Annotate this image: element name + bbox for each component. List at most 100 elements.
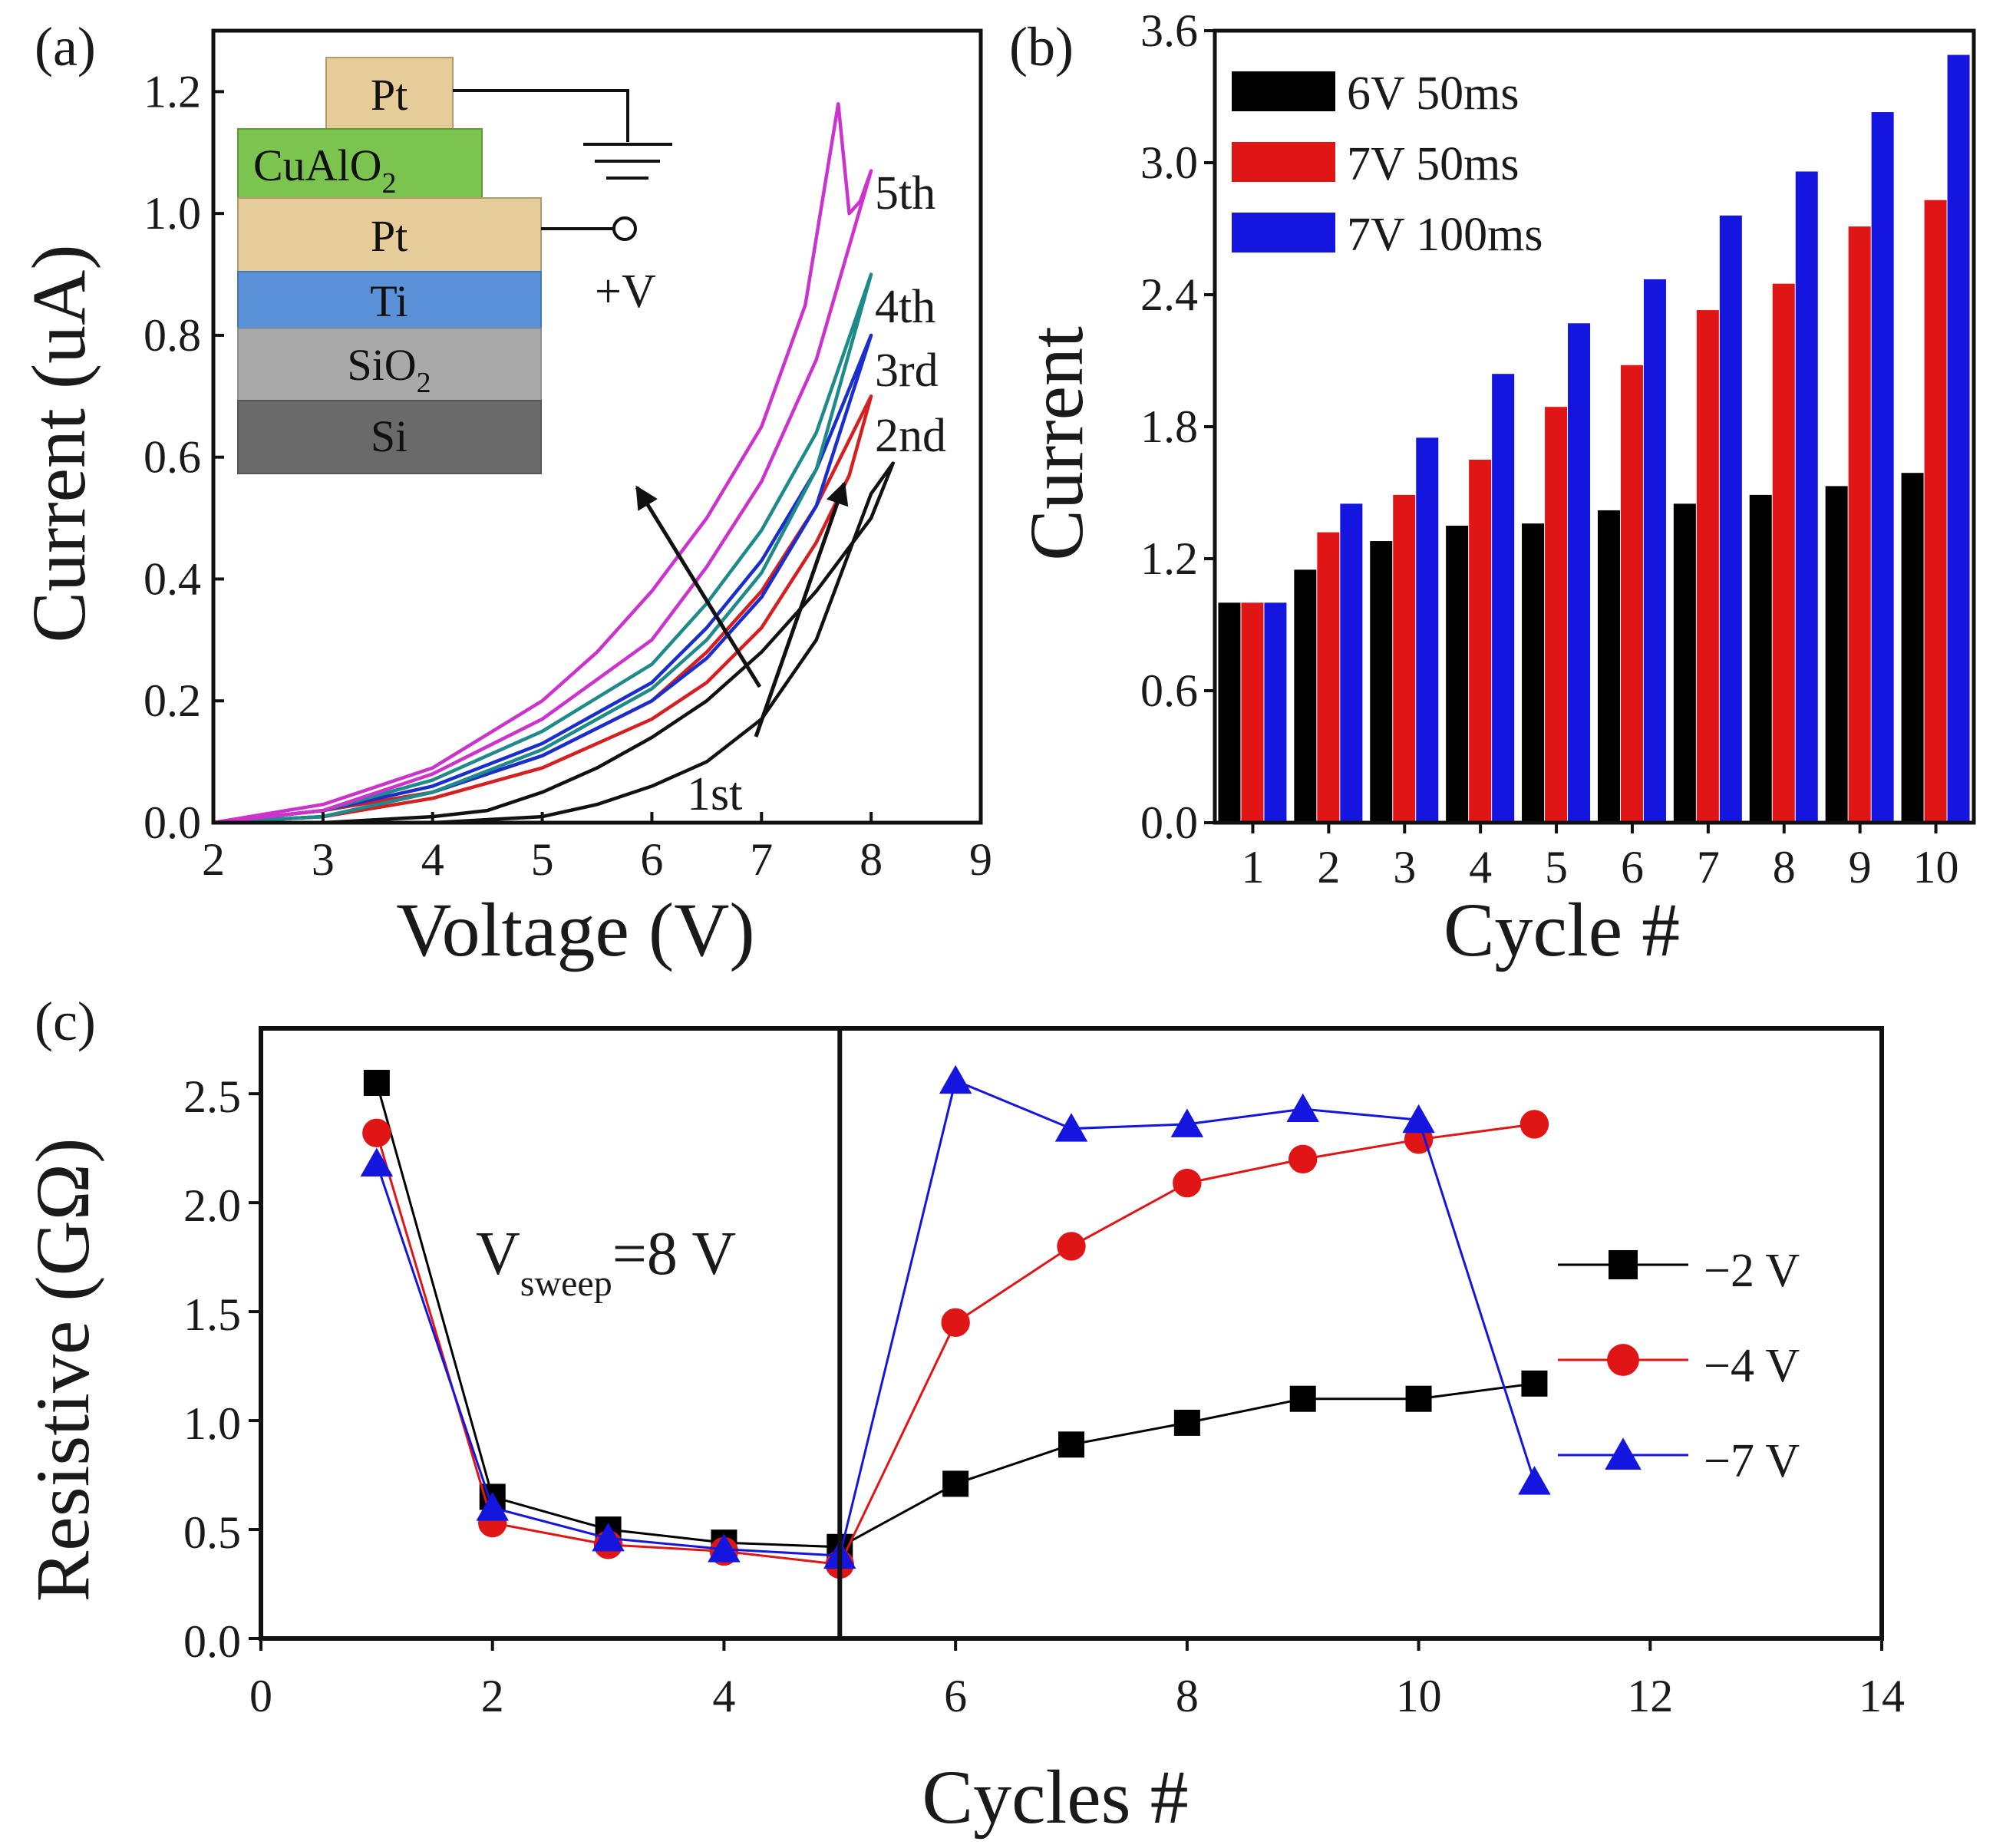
data-point-square — [1058, 1431, 1084, 1458]
bar-7V-50ms-cycle-9 — [1848, 226, 1871, 823]
data-point-triangle — [360, 1147, 394, 1177]
y-tick-label: 0.6 — [1140, 665, 1198, 716]
data-point-triangle — [708, 1533, 741, 1563]
iv-curve-3rd — [213, 333, 873, 825]
legend-label: −4 V — [1704, 1340, 1800, 1392]
substrate-label: Si — [371, 411, 408, 461]
bar-7V-100ms-cycle-9 — [1871, 112, 1894, 823]
x-tick-label: 10 — [1396, 1671, 1442, 1721]
bar-7V-50ms-cycle-5 — [1545, 407, 1568, 823]
legend: 6V 50ms 7V 50ms 7V 100ms — [1232, 68, 1543, 261]
curve-label-4th: 4th — [875, 281, 935, 333]
data-point-square — [942, 1470, 969, 1497]
y-tick-label: 0.0 — [1140, 797, 1198, 848]
y-tick-label: 1.0 — [144, 188, 201, 239]
bar-7V-100ms-cycle-1 — [1264, 602, 1287, 823]
data-point-triangle — [1402, 1104, 1435, 1134]
bar-6V-50ms-cycle-6 — [1597, 510, 1620, 823]
bottom-electrode-label: Pt — [371, 211, 408, 261]
y-tick-label: 2.4 — [1140, 269, 1198, 320]
panel-c-label: (c) — [35, 991, 96, 1052]
x-tick-label: 4 — [1469, 842, 1492, 893]
curve-label-2nd: 2nd — [875, 410, 946, 462]
panel-a-iv-curves: (a) 2 3 4 5 6 7 8 9 0.0 0.2 0.4 0.6 0.8 1.0 1.2 Volta… — [16, 16, 992, 972]
bar-7V-50ms-cycle-6 — [1620, 365, 1643, 823]
data-point-triangle — [1054, 1113, 1088, 1142]
bar-7V-100ms-cycle-2 — [1340, 503, 1363, 823]
bar-7V-50ms-cycle-1 — [1241, 602, 1264, 823]
x-tick-label: 6 — [1621, 842, 1644, 893]
legend-marker — [1605, 1437, 1642, 1470]
iv-curve-1st — [213, 461, 895, 825]
bar-7V-50ms-cycle-3 — [1393, 494, 1416, 823]
panel-a-label: (a) — [35, 16, 96, 78]
iv-curves — [213, 102, 895, 825]
data-point-square — [1521, 1370, 1548, 1397]
bar-7V-100ms-cycle-7 — [1719, 215, 1742, 823]
x-axis-title: Cycles # — [922, 1754, 1188, 1840]
x-axis-ticks: 1 2 3 4 5 6 7 8 9 10 — [1241, 823, 1959, 893]
y-axis-title: Current (uA) — [16, 244, 101, 642]
x-tick-label: 5 — [1545, 842, 1568, 893]
bias-label: +V — [595, 266, 656, 318]
x-tick-label: 3 — [1393, 842, 1416, 893]
legend-label: 6V 50ms — [1347, 68, 1519, 120]
x-tick-label: 9 — [969, 834, 992, 885]
bar-6V-50ms-cycle-8 — [1749, 494, 1772, 823]
bar-6V-50ms-cycle-2 — [1294, 569, 1317, 823]
data-point-circle — [362, 1118, 391, 1147]
bar-6V-50ms-cycle-10 — [1901, 473, 1924, 823]
legend-swatch — [1232, 71, 1335, 111]
data-point-circle — [941, 1308, 970, 1338]
data-point-triangle — [592, 1522, 625, 1552]
x-tick-label: 8 — [860, 834, 883, 885]
y-tick-label: 0.6 — [144, 432, 201, 483]
data-point-triangle — [1170, 1108, 1204, 1137]
y-tick-label: 0.2 — [144, 675, 201, 726]
curve-label-3rd: 3rd — [875, 345, 939, 397]
data-point-triangle — [476, 1492, 509, 1521]
y-tick-label: 0.4 — [144, 553, 201, 604]
curve-label-1st: 1st — [687, 768, 742, 820]
panel-b-bar-chart: (b) 1 2 3 4 5 6 7 8 9 10 0.0 0.6 1.2 1.8 2.4 3.0 3.6 Cy… — [1009, 5, 1976, 972]
top-electrode-label: Pt — [371, 70, 408, 120]
y-tick-label: 1.0 — [183, 1398, 241, 1449]
panel-b-label: (b) — [1009, 16, 1074, 78]
y-tick-label: 1.2 — [1140, 533, 1198, 584]
data-point-square — [1289, 1385, 1316, 1412]
bar-6V-50ms-cycle-3 — [1370, 541, 1393, 823]
substrate-layer — [237, 400, 542, 474]
y-tick-label: 2.0 — [183, 1180, 241, 1231]
x-axis-title: Cycle # — [1444, 887, 1680, 972]
x-tick-label: 3 — [312, 834, 335, 885]
x-tick-label: 6 — [944, 1671, 967, 1721]
sweep-voltage-annotation: Vsweep=8 V — [476, 1220, 736, 1304]
x-tick-label: 1 — [1241, 842, 1264, 893]
legend-label: −2 V — [1704, 1245, 1800, 1297]
y-axis-title: Current — [1014, 326, 1099, 561]
legend-label: 7V 100ms — [1347, 209, 1543, 261]
data-point-triangle — [1286, 1093, 1319, 1123]
series-line — [375, 1123, 1535, 1566]
bar-6V-50ms-cycle-5 — [1522, 523, 1545, 823]
x-axis-ticks: 2 3 4 5 6 7 8 9 — [202, 812, 992, 885]
x-tick-label: 2 — [1317, 842, 1340, 893]
data-point-triangle — [939, 1064, 972, 1094]
legend-marker — [1607, 1344, 1639, 1376]
y-tick-label: 1.8 — [1140, 401, 1198, 452]
bar-groups — [1218, 54, 1970, 823]
y-tick-label: 3.6 — [1140, 5, 1198, 56]
data-point-circle — [1519, 1110, 1549, 1139]
data-point-circle — [1289, 1144, 1318, 1174]
x-tick-label: 4 — [712, 1671, 735, 1721]
adhesion-layer — [237, 271, 542, 330]
y-axis-ticks: 0.0 0.2 0.4 0.6 0.8 1.0 1.2 — [144, 66, 224, 848]
y-tick-label: 1.5 — [183, 1289, 241, 1340]
data-point-triangle — [1518, 1466, 1551, 1495]
x-tick-label: 2 — [481, 1671, 504, 1721]
bar-7V-50ms-cycle-8 — [1772, 283, 1795, 823]
bar-7V-50ms-cycle-7 — [1696, 310, 1719, 823]
x-tick-label: 7 — [750, 834, 773, 885]
y-tick-label: 1.2 — [144, 66, 201, 117]
